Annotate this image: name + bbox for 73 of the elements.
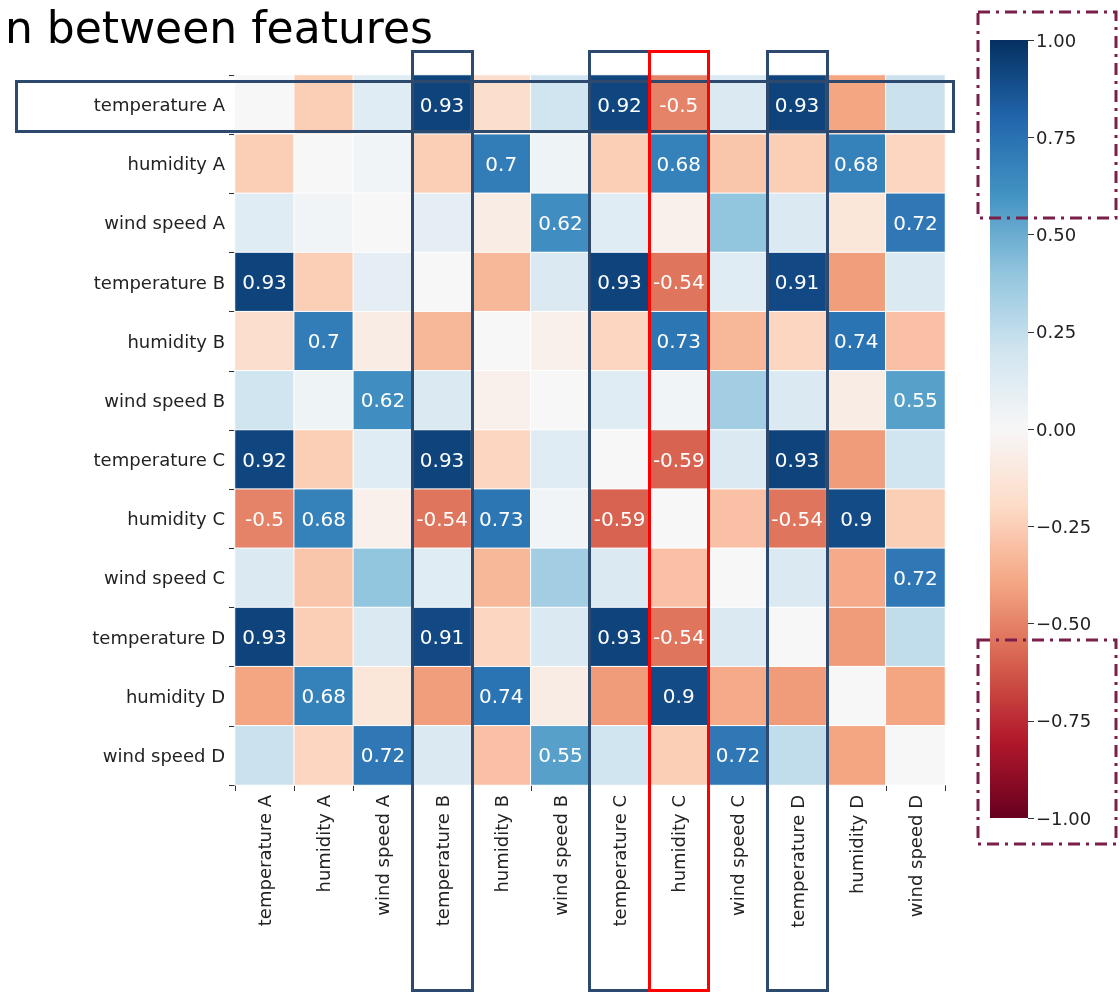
data-label: 0.7 [485,151,518,176]
chart-title: n between features [5,1,433,53]
data-label: 0.55 [893,388,938,413]
x-tick-label: humidity D [845,795,867,895]
data-label: 0.55 [538,743,583,768]
data-label: 0.9 [840,506,873,531]
data-label: 0.72 [893,210,938,235]
x-tick-label: humidity C [668,795,690,893]
data-label: 0.72 [893,565,938,590]
data-label: 0.93 [242,625,287,650]
data-label: 0.92 [597,92,642,117]
x-tick-label: wind speed B [549,795,571,916]
y-tick-label: temperature A [93,94,226,116]
x-tick-label: wind speed D [904,795,926,918]
data-label: 0.73 [478,506,524,531]
data-label: 0.9 [662,684,695,709]
color-bar-label: 0.00 [1036,418,1077,440]
data-label: 0.93 [774,92,820,117]
color-bar-label: 0.75 [1036,126,1077,148]
y-tick-label: humidity B [127,330,225,352]
data-label: -0.54 [652,625,705,650]
data-label: 0.62 [360,388,406,413]
data-label: -0.54 [771,506,823,531]
y-tick-label: wind speed A [104,212,226,234]
color-bar-label: −0.75 [1036,710,1092,732]
color-bar-label: 0.50 [1036,224,1077,245]
data-label: 0.93 [774,447,820,472]
data-label: 0.93 [242,270,287,295]
x-tick-label: wind speed A [372,794,394,916]
x-tick-label: temperature C [609,795,631,927]
data-label: -0.5 [659,92,699,117]
y-tick-label: wind speed B [104,389,225,411]
x-tick-label: humidity B [490,795,512,893]
x-tick-label: temperature B [431,795,453,927]
y-tick-label: wind speed C [104,567,225,589]
data-label: 0.74 [833,329,879,354]
color-bar-label: 1.00 [1036,29,1077,51]
data-label: 0.93 [597,625,642,650]
x-tick-label: wind speed C [727,795,749,916]
data-label: 0.74 [478,684,524,709]
data-label: 0.68 [301,684,347,709]
color-bar-label: −0.50 [1036,613,1092,634]
color-bar-label: 0.25 [1036,321,1077,343]
data-label: 0.93 [419,92,465,117]
data-label: 0.62 [538,210,583,235]
y-tick-label: humidity C [127,508,225,530]
data-label: 0.73 [656,329,702,354]
data-label: 0.68 [833,151,879,176]
data-label: 0.91 [419,625,465,650]
y-tick-label: humidity A [127,153,226,175]
data-label: 0.92 [242,447,287,472]
data-label: 0.7 [307,329,340,354]
data-label: -0.59 [593,506,646,531]
y-tick-label: humidity D [125,685,225,707]
data-label: 0.68 [301,506,347,531]
data-label: -0.59 [652,447,705,472]
data-label: 0.72 [715,743,761,768]
data-label: -0.54 [652,270,705,295]
x-tick-label: temperature D [786,795,808,928]
data-label: 0.93 [597,270,642,295]
color-bar-label: −1.00 [1036,807,1092,829]
x-tick-label: humidity A [313,794,335,893]
data-label: -0.54 [416,506,468,531]
data-label: -0.5 [245,506,285,531]
y-tick-label: wind speed D [102,744,225,766]
y-tick-label: temperature D [92,626,225,648]
y-tick-label: temperature B [93,271,225,293]
data-label: 0.91 [774,270,820,295]
color-bar-label: −0.25 [1036,515,1092,537]
data-label: 0.68 [656,151,702,176]
data-label: 0.93 [419,447,465,472]
y-tick-label: temperature C [93,449,225,471]
data-label: 0.72 [360,743,406,768]
